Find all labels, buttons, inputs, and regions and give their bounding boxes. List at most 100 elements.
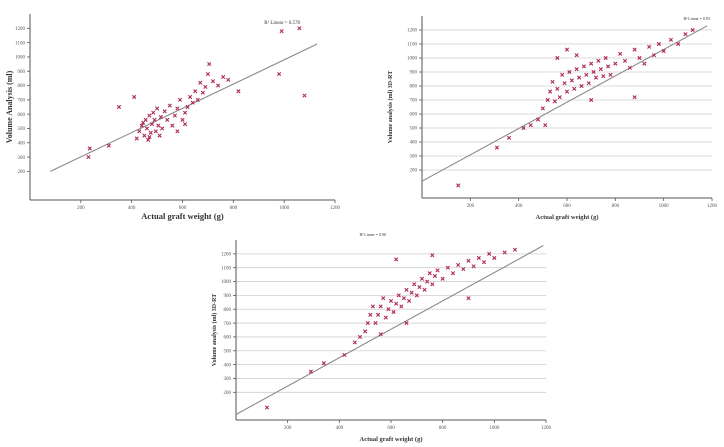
data-point: [581, 64, 587, 69]
y-tick-label-1: 1000: [15, 56, 26, 61]
data-point: [591, 69, 596, 75]
data-point: [221, 74, 226, 80]
data-point: [414, 293, 419, 298]
data-point: [147, 113, 152, 118]
data-point: [357, 334, 363, 340]
data-point: [622, 58, 628, 63]
data-point: [276, 72, 282, 77]
y-tick-label-1: 400: [18, 141, 26, 146]
data-point: [584, 72, 589, 77]
data-point: [632, 47, 637, 52]
data-point: [608, 72, 613, 77]
data-point: [205, 72, 211, 77]
x-tick-label-2: 800: [612, 204, 620, 209]
data-point: [494, 145, 500, 150]
data-point: [466, 258, 471, 263]
data-point: [567, 69, 572, 75]
data-point: [177, 97, 183, 102]
data-point: [440, 276, 445, 281]
data-point: [116, 104, 122, 110]
data-point: [528, 123, 533, 128]
data-point: [153, 129, 158, 134]
data-point: [461, 266, 466, 272]
data-point: [618, 51, 623, 56]
data-point: [430, 282, 435, 287]
data-point: [572, 86, 577, 91]
x-tick-label-3: 400: [336, 426, 344, 431]
data-point: [596, 58, 601, 63]
data-point: [427, 271, 432, 276]
scatter-chart-2: 200 300 400 500 600 700 800 900 1000 1100 1200 200 4…: [387, 16, 718, 221]
y-axis-title-3: Volume analysis (ml) 3D-RT: [211, 294, 218, 366]
fit-line-2: [421, 25, 708, 182]
x-tick-label-2: 400: [515, 204, 523, 209]
data-point: [193, 89, 198, 94]
data-point: [574, 53, 579, 58]
x-tick-label-3: 600: [387, 426, 395, 431]
y-tick-label-2: 1200: [407, 29, 418, 34]
data-point: [86, 154, 91, 160]
data-point: [394, 301, 399, 306]
data-point: [321, 361, 326, 366]
data-point: [106, 143, 111, 148]
x-tick-label-2: 1200: [707, 204, 718, 209]
y-tick-label-2: 700: [410, 99, 418, 104]
data-point: [363, 329, 368, 334]
x-axis-title-1: Actual graft weight (g): [141, 211, 224, 221]
data-point: [683, 32, 688, 37]
data-point: [264, 405, 270, 410]
data-point: [435, 268, 440, 273]
data-point: [162, 109, 167, 114]
data-point: [450, 271, 456, 276]
data-point: [555, 86, 560, 91]
data-point: [308, 369, 314, 374]
r-squared-label-3: R² Linear = 0.90: [359, 232, 386, 237]
y-tick-label-3: 1200: [221, 253, 232, 258]
data-point: [417, 284, 422, 290]
data-point: [425, 279, 430, 284]
data-point: [557, 95, 562, 100]
data-point: [378, 304, 383, 309]
y-tick-label-2: 1000: [407, 57, 418, 62]
y-tick-label-3: 1000: [221, 280, 232, 285]
data-point: [151, 110, 156, 115]
data-point: [370, 304, 376, 309]
data-point: [535, 117, 541, 122]
data-point: [466, 296, 471, 301]
y-tick-label-3: 1100: [221, 266, 231, 271]
data-point: [409, 290, 414, 295]
y-tick-label-2: 500: [410, 127, 418, 132]
data-point: [147, 134, 152, 140]
x-tick-label-3: 1000: [489, 426, 500, 431]
data-point: [456, 183, 461, 188]
data-point: [521, 125, 526, 131]
y-tick-label-1: 600: [18, 113, 26, 118]
data-point: [386, 307, 391, 312]
x-tick-label-1: 1200: [330, 206, 341, 211]
data-point: [165, 117, 170, 122]
data-point: [552, 99, 558, 104]
data-point: [506, 135, 512, 140]
data-point: [430, 253, 435, 258]
data-point: [589, 61, 594, 66]
data-point: [157, 133, 162, 138]
data-point: [215, 83, 221, 88]
data-point: [601, 74, 606, 79]
data-point: [154, 106, 160, 111]
y-tick-label-3: 700: [224, 322, 232, 327]
y-tick-label-1: 1200: [15, 27, 26, 32]
y-tick-label-2: 200: [410, 169, 418, 174]
data-point: [476, 255, 481, 261]
fit-line-1: [50, 43, 318, 172]
data-point: [381, 296, 386, 301]
data-point: [279, 29, 284, 34]
y-tick-label-2: 1100: [407, 43, 417, 48]
data-point: [487, 251, 492, 256]
data-point: [564, 89, 570, 94]
data-point: [589, 97, 594, 103]
y-tick-label-2: 600: [410, 113, 418, 118]
data-point: [137, 129, 142, 134]
chart-panel-1: 200 300 400 500 600 700 800 900 1000 1100 1200 200 4…: [0, 0, 345, 225]
data-point: [540, 106, 545, 111]
data-point: [637, 55, 642, 61]
